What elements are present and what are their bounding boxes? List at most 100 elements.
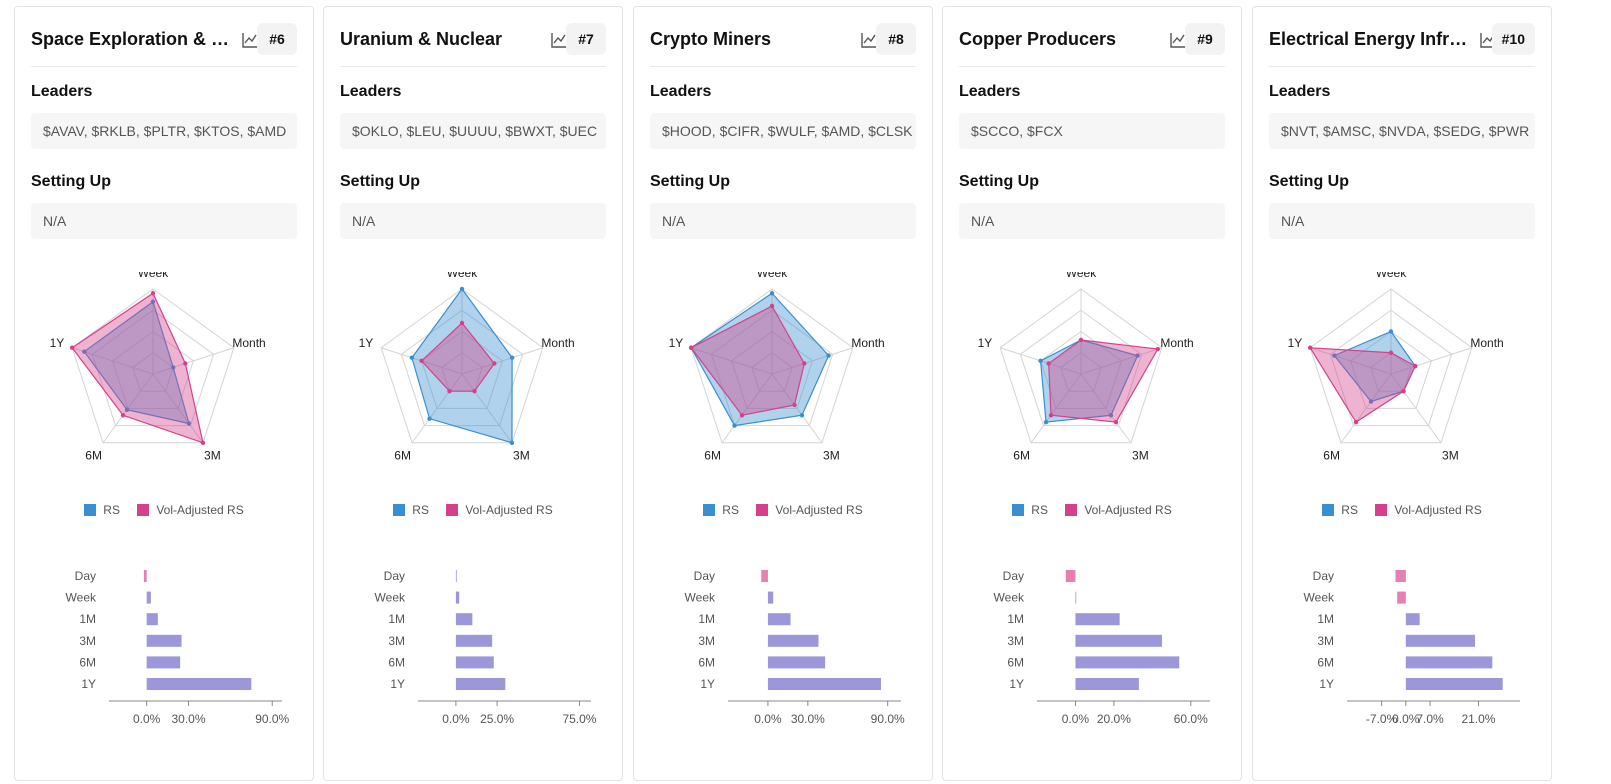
bar-1m[interactable]: [1405, 613, 1420, 626]
bar-6m[interactable]: [767, 656, 826, 669]
bar-1y[interactable]: [146, 678, 252, 690]
line-chart-icon[interactable]: [860, 31, 878, 49]
bar-6m[interactable]: [1405, 656, 1493, 669]
radar-point-vol-adjusted-rs[interactable]: [492, 361, 497, 366]
radar-point-rs[interactable]: [409, 355, 415, 360]
radar-point-vol-adjusted-rs[interactable]: [1353, 419, 1359, 425]
line-chart-icon[interactable]: [241, 31, 259, 49]
radar-point-rs[interactable]: [1038, 358, 1043, 364]
bar-3m[interactable]: [146, 634, 182, 647]
radar-point-vol-adjusted-rs[interactable]: [802, 361, 807, 366]
bar-week[interactable]: [146, 591, 151, 604]
radar-point-rs[interactable]: [509, 355, 515, 360]
bar-6m[interactable]: [1075, 656, 1180, 669]
bar-week[interactable]: [455, 591, 460, 604]
bar-3m[interactable]: [767, 634, 819, 647]
bar-3m[interactable]: [455, 634, 493, 647]
bar-week[interactable]: [767, 591, 774, 604]
bar-day[interactable]: [143, 570, 147, 582]
radar-point-vol-adjusted-rs[interactable]: [1046, 361, 1051, 366]
radar-point-vol-adjusted-rs[interactable]: [459, 320, 465, 326]
radar-point-vol-adjusted-rs[interactable]: [1413, 363, 1418, 369]
bar-week[interactable]: [1075, 591, 1077, 604]
radar-point-vol-adjusted-rs[interactable]: [1307, 345, 1313, 350]
radar-ring: [1309, 288, 1473, 444]
legend-item-rs[interactable]: RS: [393, 503, 429, 517]
bar-1m[interactable]: [767, 613, 791, 626]
bar-tick-label: 30.0%: [791, 712, 825, 726]
radar-point-rs[interactable]: [769, 291, 775, 296]
radar-point-rs[interactable]: [150, 299, 156, 304]
legend-item-rs[interactable]: RS: [1322, 503, 1358, 517]
legend-item-vol-adjusted-rs[interactable]: Vol-Adjusted RS: [1375, 503, 1482, 517]
radar-point-vol-adjusted-rs[interactable]: [1401, 388, 1406, 394]
bar-6m[interactable]: [146, 656, 181, 669]
line-chart-icon[interactable]: [1169, 31, 1187, 49]
leaders-value: $AVAV, $RKLB, $PLTR, $KTOS, $AMD: [31, 113, 297, 149]
radar-point-rs[interactable]: [427, 416, 432, 421]
radar-point-rs[interactable]: [1388, 329, 1394, 334]
radar-point-vol-adjusted-rs[interactable]: [792, 402, 797, 408]
radar-point-vol-adjusted-rs[interactable]: [419, 358, 424, 364]
bar-category-label: Day: [1313, 569, 1334, 583]
radar-point-vol-adjusted-rs[interactable]: [1388, 350, 1394, 355]
radar-point-vol-adjusted-rs[interactable]: [769, 303, 775, 309]
radar-point-rs[interactable]: [82, 349, 87, 354]
bar-1y[interactable]: [767, 678, 882, 690]
radar-point-vol-adjusted-rs[interactable]: [120, 413, 126, 418]
radar-point-rs[interactable]: [186, 421, 192, 426]
legend-swatch-rs: [1322, 504, 1335, 516]
radar-point-rs[interactable]: [732, 423, 737, 428]
bar-3m[interactable]: [1075, 634, 1162, 647]
radar-point-vol-adjusted-rs[interactable]: [150, 291, 156, 296]
bar-3m[interactable]: [1405, 634, 1476, 647]
radar-point-vol-adjusted-rs[interactable]: [472, 388, 477, 394]
radar-point-rs[interactable]: [1108, 413, 1114, 418]
bar-day[interactable]: [1065, 570, 1076, 582]
radar-point-vol-adjusted-rs[interactable]: [200, 440, 206, 445]
line-chart-icon[interactable]: [550, 31, 568, 49]
radar-point-vol-adjusted-rs[interactable]: [69, 345, 75, 350]
bar-1y[interactable]: [455, 678, 506, 690]
radar-point-rs[interactable]: [799, 413, 805, 418]
radar-point-vol-adjusted-rs[interactable]: [1113, 419, 1119, 425]
bar-1y[interactable]: [1075, 678, 1139, 690]
radar-point-rs[interactable]: [171, 365, 176, 370]
radar-point-rs[interactable]: [826, 353, 831, 358]
radar-point-vol-adjusted-rs[interactable]: [688, 345, 694, 350]
bar-week[interactable]: [1397, 591, 1406, 604]
performance-bar-chart: Day Week 1M 3M 6M 1Y 0.0% 30.0% 90.0%: [66, 569, 290, 726]
radar-point-rs[interactable]: [124, 407, 130, 412]
bar-day[interactable]: [455, 570, 457, 582]
bar-category-label: 3M: [1007, 634, 1024, 648]
bar-1y[interactable]: [1405, 678, 1503, 690]
card-header: Electrical Energy Infrastructure #10: [1269, 21, 1535, 67]
legend-item-rs[interactable]: RS: [1012, 503, 1048, 517]
setting-up-value: N/A: [31, 203, 297, 239]
radar-point-rs[interactable]: [1368, 399, 1374, 404]
legend-item-vol-adjusted-rs[interactable]: Vol-Adjusted RS: [756, 503, 863, 517]
radar-point-rs[interactable]: [509, 440, 515, 445]
bar-1m[interactable]: [146, 613, 158, 626]
radar-point-rs[interactable]: [1332, 353, 1337, 358]
radar-point-vol-adjusted-rs[interactable]: [447, 388, 452, 394]
radar-point-vol-adjusted-rs[interactable]: [1078, 337, 1084, 343]
radar-point-vol-adjusted-rs[interactable]: [1155, 346, 1160, 352]
legend-item-rs[interactable]: RS: [703, 503, 739, 517]
radar-point-vol-adjusted-rs[interactable]: [183, 361, 188, 366]
bar-6m[interactable]: [455, 656, 494, 669]
bar-day[interactable]: [1395, 570, 1406, 582]
legend-item-vol-adjusted-rs[interactable]: Vol-Adjusted RS: [446, 503, 553, 517]
setting-up-label: Setting Up: [650, 173, 730, 190]
radar-point-rs[interactable]: [459, 286, 465, 292]
radar-point-vol-adjusted-rs[interactable]: [739, 413, 745, 418]
legend-item-vol-adjusted-rs[interactable]: Vol-Adjusted RS: [1065, 503, 1172, 517]
bar-day[interactable]: [761, 570, 768, 582]
legend-item-rs[interactable]: RS: [84, 503, 120, 517]
legend-item-vol-adjusted-rs[interactable]: Vol-Adjusted RS: [137, 503, 244, 517]
radar-point-rs[interactable]: [1043, 419, 1049, 425]
bar-1m[interactable]: [455, 613, 473, 626]
radar-point-vol-adjusted-rs[interactable]: [1048, 413, 1054, 418]
bar-1m[interactable]: [1075, 613, 1120, 626]
radar-point-rs[interactable]: [1135, 353, 1140, 358]
